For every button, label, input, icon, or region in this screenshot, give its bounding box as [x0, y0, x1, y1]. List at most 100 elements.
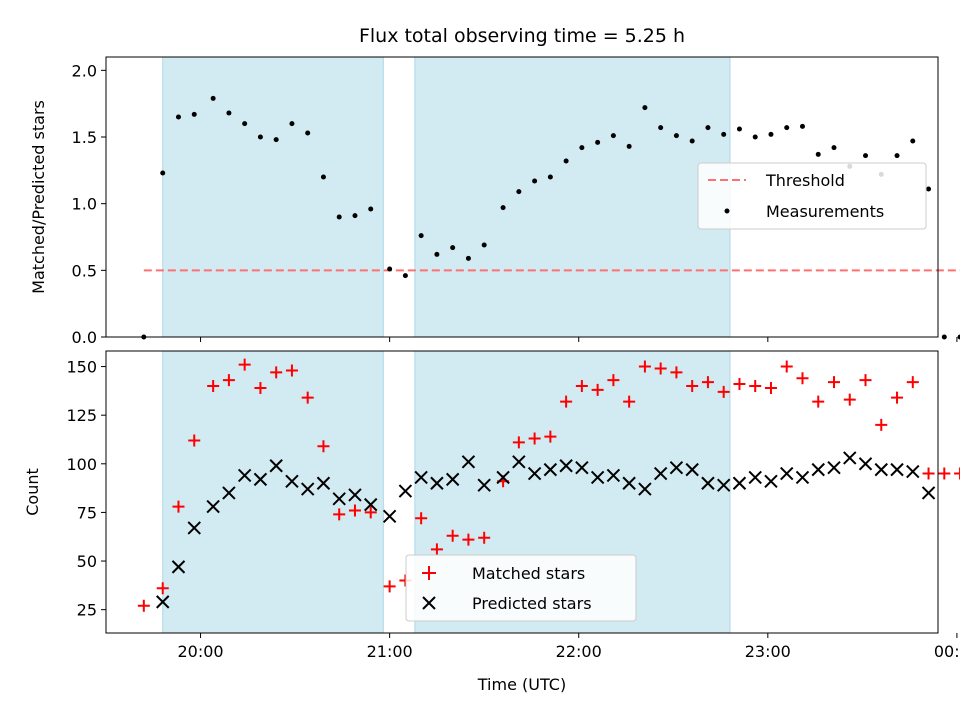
measurement-point — [418, 233, 424, 239]
measurement-point — [705, 125, 711, 131]
measurement-point — [752, 134, 758, 140]
measurement-point — [465, 255, 471, 261]
measurement-point — [481, 242, 487, 248]
predicted-star-point — [527, 466, 542, 481]
predicted-star-point — [398, 484, 413, 498]
measurement-point — [941, 334, 947, 340]
matched-star-point — [478, 531, 491, 544]
predicted-star-point — [237, 468, 252, 483]
ratio-x-ticks — [200, 337, 958, 342]
predicted-star-point — [414, 470, 428, 485]
matched-star-point — [591, 383, 604, 396]
predicted-star-point — [843, 451, 857, 465]
predicted-star-point — [430, 476, 444, 490]
matched-star-point — [623, 395, 636, 408]
predicted-star-point — [477, 478, 491, 492]
predicted-star-point — [575, 460, 589, 475]
matched-star-point — [415, 512, 428, 525]
predicted-star-point — [858, 457, 873, 471]
count-legend-box — [405, 554, 637, 622]
count-y-tick-label: 25 — [77, 601, 97, 620]
predicted-star-point — [827, 460, 841, 475]
matched-star-point — [638, 360, 651, 373]
x-tick-label: 21:00 — [367, 642, 413, 661]
measurement-point — [658, 125, 664, 131]
predicted-star-point — [669, 460, 684, 475]
measurement-point — [516, 189, 522, 195]
matched-star-point — [364, 506, 377, 519]
measurement-point — [910, 138, 916, 144]
ratio-y-ticks: 0.0 0.5 1.0 1.5 2.0 — [72, 61, 106, 347]
matched-star-point — [607, 374, 620, 387]
measurement-point — [500, 205, 506, 211]
matched-star-point — [207, 380, 220, 393]
legend-matched-swatch — [422, 566, 436, 580]
measurement-point — [547, 174, 553, 180]
measurement-point — [434, 251, 440, 257]
measurement-point — [387, 266, 393, 272]
matched-star-point — [686, 380, 699, 393]
measurement-point — [563, 158, 569, 164]
predicted-star-point — [890, 462, 904, 477]
predicted-star-point — [716, 478, 731, 492]
measurement-point — [191, 111, 197, 117]
predicted-star-point — [316, 476, 331, 490]
predicted-star-point — [269, 459, 283, 473]
matched-star-point — [254, 381, 267, 394]
matched-star-point — [222, 374, 235, 387]
ratio-y-tick-label: 1.0 — [72, 195, 97, 214]
predicted-star-point — [253, 472, 268, 487]
count-points — [137, 358, 960, 612]
legend-predicted-label: Predicted stars — [472, 594, 592, 613]
matched-star-point — [575, 380, 588, 393]
predicted-star-point — [543, 462, 558, 477]
observing-intervals-top — [162, 56, 731, 338]
matched-star-point — [843, 393, 856, 406]
x-tick-label: 23:00 — [745, 642, 791, 661]
measurement-point — [368, 206, 374, 212]
matched-star-point — [270, 366, 283, 379]
measurement-point — [689, 138, 695, 144]
matched-star-point — [462, 533, 475, 546]
predicted-star-point — [332, 492, 346, 506]
measurement-point — [673, 133, 679, 139]
matched-star-point — [188, 434, 201, 447]
matched-star-point — [764, 381, 777, 394]
measurement-point — [768, 131, 774, 137]
predicted-star-point — [622, 476, 636, 490]
measurement-point — [957, 334, 960, 340]
measurement-point — [210, 95, 216, 101]
matched-star-point — [285, 364, 298, 377]
matched-star-point — [891, 391, 904, 404]
ratio-y-tick-label: 2.0 — [72, 61, 97, 80]
predicted-star-point — [874, 462, 888, 477]
matched-star-point — [922, 467, 935, 480]
predicted-star-point — [445, 472, 460, 487]
ratio-shade-band — [162, 56, 384, 338]
count-y-tick-label: 50 — [77, 552, 97, 571]
measurement-point — [175, 114, 181, 120]
matched-star-point — [954, 467, 960, 480]
ratio-shade-band — [414, 56, 731, 338]
measurement-point — [863, 153, 869, 159]
count-y-tick-label: 125 — [66, 406, 97, 425]
matched-star-point — [156, 582, 169, 595]
predicted-star-point — [348, 488, 362, 502]
measurement-point — [273, 137, 279, 143]
measurement-point — [289, 121, 295, 127]
measurement-point — [610, 133, 616, 139]
legend-measurements-swatch — [724, 208, 730, 214]
matched-star-point — [430, 543, 443, 556]
measurement-point — [894, 153, 900, 159]
predicted-star-point — [156, 595, 170, 609]
predicted-star-point — [606, 468, 621, 483]
measurement-point — [815, 151, 821, 157]
measurement-point — [450, 245, 456, 251]
predicted-star-point — [364, 497, 378, 512]
matched-star-point — [317, 440, 330, 453]
matched-star-point — [828, 376, 840, 389]
predicted-star-point — [921, 486, 936, 500]
predicted-star-point — [461, 455, 476, 469]
ratio-panel-frame — [105, 56, 939, 338]
matched-star-point — [172, 500, 185, 513]
